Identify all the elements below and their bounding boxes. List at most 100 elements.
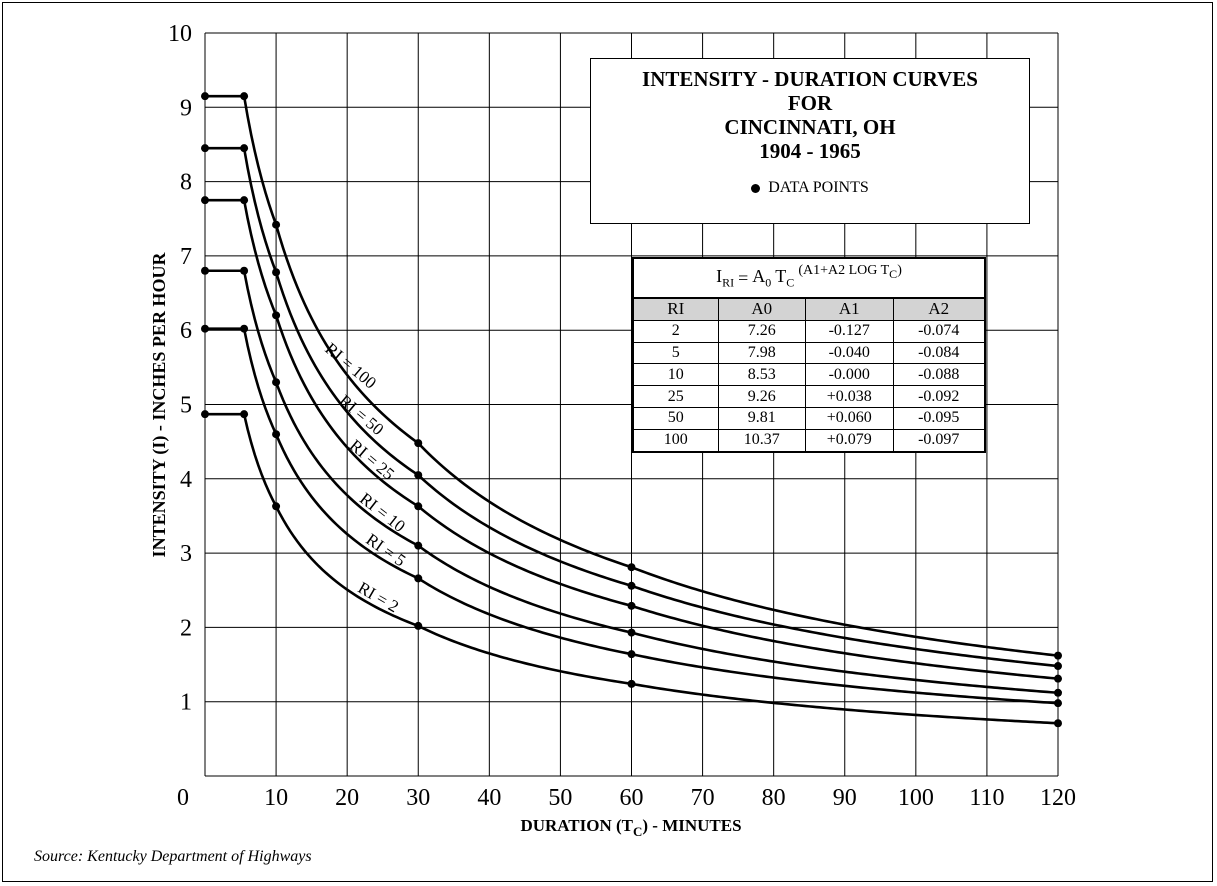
legend-label: DATA POINTS [768,179,869,196]
col-header-ri: RI [634,298,719,321]
table-cell: 5 [634,341,719,365]
table-header-row: RI A0 A1 A2 [634,298,984,321]
coefficient-table: RI A0 A1 A2 2 7.26 -0.127 -0.074 5 7.98 … [634,298,984,451]
data-point [1054,674,1062,683]
data-point [240,324,249,333]
table-row: 5 7.98 -0.040 -0.084 [634,341,984,365]
data-point [201,410,209,419]
col-header-a1: A1 [805,298,894,321]
x-tick-label: 50 [548,785,572,811]
data-point [1054,699,1062,708]
data-point [627,679,636,688]
y-tick-label: 9 [180,95,192,121]
legend: DATA POINTS [591,179,1029,197]
data-point [627,628,636,637]
col-header-a2: A2 [892,298,984,321]
series-label: RI = 50 [335,391,387,439]
data-point [627,581,636,590]
data-point [201,92,209,101]
data-point [627,601,636,610]
x-tick-label: 100 [898,785,934,811]
y-tick-label: 8 [180,170,192,196]
x-tick-label: 10 [264,785,288,811]
data-point [201,144,209,153]
table-cell: 100 [634,428,719,451]
data-point [201,266,209,275]
data-point [1054,719,1062,728]
table-cell: -0.095 [892,406,984,430]
y-tick-label: 2 [180,615,192,641]
table-cell: -0.040 [805,341,894,365]
y-tick-label: 7 [180,244,192,270]
table-cell: -0.088 [892,363,984,387]
data-point [240,144,249,153]
x-tick-label: 40 [477,785,501,811]
chart-title-line-2: FOR [787,91,833,115]
eq-exponent: (A1+A2 LOG TC) [798,262,902,281]
table-cell: 9.26 [717,385,806,408]
table-cell: 2 [634,319,719,343]
table-cell: 10 [634,363,719,387]
table-cell: 9.81 [717,406,806,430]
table-cell: +0.060 [805,406,894,430]
data-point [1054,662,1062,671]
y-axis-title: INTENSITY (I) - INCHES PER HOUR [149,252,170,558]
col-header-a0: A0 [717,298,806,321]
x-tick-label: 70 [691,785,715,811]
y-tick-label: 1 [180,690,192,716]
coefficient-table-box: IRI = A0 TC (A1+A2 LOG TC) RI A0 A1 A2 2… [632,257,986,453]
x-tick-label: 110 [969,785,1004,811]
x-tick-label: 60 [620,785,644,811]
data-point [272,502,281,511]
table-cell: 25 [634,385,719,408]
table-cell: 8.53 [717,363,806,387]
data-point [201,324,209,333]
data-point [1054,688,1062,697]
data-point [272,378,281,387]
x-tick-label: 30 [406,785,430,811]
equation: IRI = A0 TC (A1+A2 LOG TC) [634,259,984,298]
y-tick-label: 10 [168,21,192,47]
data-point [414,502,423,511]
data-point [272,220,281,229]
x-tick-label: 80 [762,785,786,811]
data-point [627,650,636,659]
eq-sign: = [738,267,749,288]
table-cell: 50 [634,406,719,430]
chart-title-box: INTENSITY - DURATION CURVES FOR CINCINNA… [590,58,1030,224]
y-tick-label: 3 [180,541,192,567]
x-tick-label: 0 [177,785,189,811]
data-point [414,439,423,448]
table-row: 10 8.53 -0.000 -0.088 [634,363,984,387]
eq-t: TC [775,265,795,290]
data-point [627,563,636,572]
table-cell: -0.092 [892,385,984,408]
data-point [1054,651,1062,660]
data-point [240,196,249,205]
table-cell: +0.038 [805,385,894,408]
data-point-marker-icon [751,183,761,193]
series-label: RI = 25 [346,436,398,484]
chart-title-line-4: 1904 - 1965 [759,139,861,163]
data-point [272,311,281,320]
table-row: 100 10.37 +0.079 -0.097 [634,428,984,451]
table-cell: 7.26 [717,319,806,343]
x-tick-label: 120 [1040,785,1076,811]
data-point [414,541,423,550]
data-point [240,266,249,275]
data-point [240,92,249,101]
table-cell: 10.37 [717,428,806,451]
data-point [414,574,423,583]
chart-title-line-3: CINCINNATI, OH [724,115,896,139]
table-cell: -0.097 [892,428,984,451]
table-cell: -0.000 [805,363,894,387]
x-axis-title: DURATION (TC) - MINUTES [520,816,741,839]
table-row: 2 7.26 -0.127 -0.074 [634,319,984,343]
eq-a0: A0 [752,265,772,290]
eq-lhs: IRI [716,265,735,290]
table-row: 25 9.26 +0.038 -0.092 [634,385,984,408]
chart-title-line-1: INTENSITY - DURATION CURVES [642,67,978,91]
table-cell: +0.079 [805,428,894,451]
x-tick-label: 90 [833,785,857,811]
table-cell: -0.074 [892,319,984,343]
